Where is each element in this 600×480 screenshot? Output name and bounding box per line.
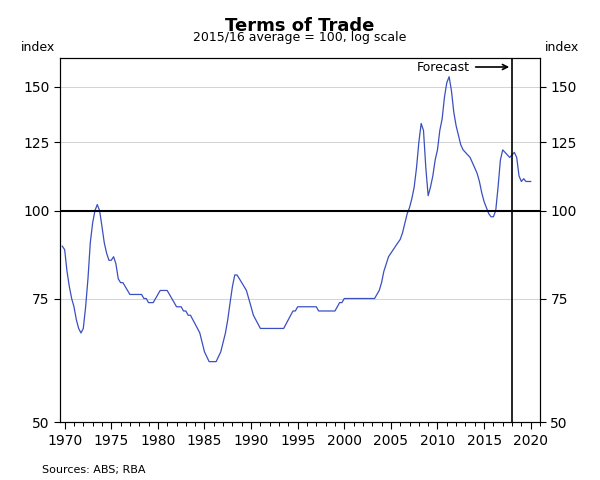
- Text: 2015/16 average = 100, log scale: 2015/16 average = 100, log scale: [193, 31, 407, 44]
- Text: index: index: [545, 41, 579, 54]
- Text: Forecast: Forecast: [417, 60, 508, 73]
- Text: Terms of Trade: Terms of Trade: [226, 17, 374, 35]
- Text: index: index: [21, 41, 55, 54]
- Text: Sources: ABS; RBA: Sources: ABS; RBA: [42, 465, 146, 475]
